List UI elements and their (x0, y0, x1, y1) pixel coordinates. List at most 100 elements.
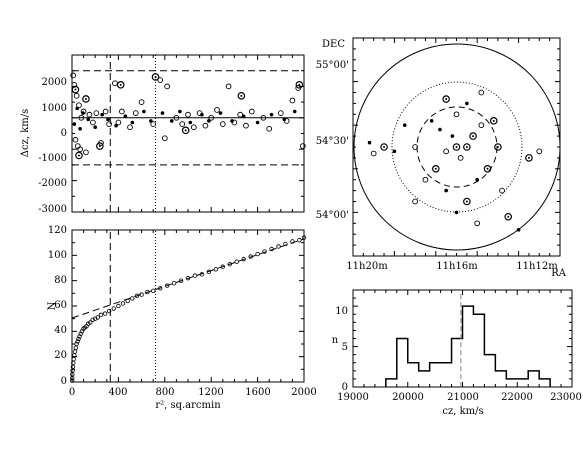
p1-filled-point (106, 117, 110, 122)
p3-ytick-5430: 54°30' (316, 136, 349, 147)
p2-point (69, 378, 75, 383)
p3-bold-point-center (465, 146, 468, 148)
p1-open-point (277, 110, 284, 116)
p2-point (150, 288, 156, 293)
p1-open-point (78, 114, 85, 121)
p1-filled-point (149, 119, 153, 123)
p4-xtick-21000: 21000 (447, 392, 479, 403)
p2-ytick-100: 100 (48, 250, 67, 261)
p1-open-point (70, 72, 77, 79)
p2-point (220, 264, 225, 269)
p1-open-point (90, 119, 96, 126)
p1-bold-point (237, 92, 246, 100)
p2-point (77, 334, 82, 339)
p1-filled-point (86, 117, 91, 122)
p3-open-point (474, 220, 481, 227)
p3-filled-point (475, 177, 480, 182)
p1-bold-point-center (98, 145, 101, 148)
p1-filled-point (292, 109, 297, 114)
p2-point (157, 286, 163, 291)
p3-bold-point-center (445, 98, 448, 101)
p1-open-point (77, 146, 83, 153)
p1-filled-point (188, 120, 193, 125)
p1-open-point (86, 111, 93, 118)
p1-filled-point (241, 114, 246, 119)
p2-point (75, 339, 80, 344)
p2-point (130, 296, 135, 301)
p3-filled-point (429, 119, 434, 123)
p3-open-point (370, 150, 377, 157)
p3-open-point (443, 148, 450, 155)
p1-open-point (202, 122, 209, 129)
p1-filled-point (207, 119, 211, 123)
p1-ytick-2000: 2000 (42, 77, 67, 88)
p1-ylabel: Δcz, km/s (20, 109, 31, 158)
p4-xtick-20000: 20000 (392, 392, 424, 403)
p2-ytick-40: 40 (54, 325, 67, 336)
p4-ytick-5: 5 (342, 342, 348, 353)
p2-ytick-120: 120 (48, 225, 67, 236)
p2-point (276, 244, 281, 249)
p3-ytick-54: 54°00' (316, 210, 349, 221)
p2-xtick-1600: 1600 (245, 387, 270, 398)
p4-xlabel: cz, km/s (442, 406, 483, 417)
histogram-panel: 0 5 10 19000 20000 21000 22000 23000 cz,… (332, 289, 582, 417)
p1-filled-point (178, 109, 182, 114)
p3-open-point (412, 144, 418, 150)
p3-bold-point-center (486, 167, 489, 170)
p2-point (297, 237, 302, 243)
p2-point (164, 283, 170, 288)
p2-point (73, 345, 79, 350)
delta-cz-frame (71, 54, 305, 213)
p1-filled-point (255, 120, 260, 125)
p3-open-point (412, 198, 418, 205)
p1-bold-point (181, 126, 190, 135)
p3-bold-point (431, 165, 440, 173)
p1-filled-point (123, 114, 128, 119)
p1-open-point (219, 121, 226, 127)
p2-ylabel: N (47, 301, 58, 310)
p2-xtick-800: 800 (155, 387, 174, 398)
p4-xtick-22000: 22000 (501, 392, 533, 403)
p3-open-point (453, 111, 460, 118)
p1-ytick-m2000: -2000 (38, 178, 67, 189)
p1-filled-point (93, 125, 97, 130)
p3-filled-point (392, 149, 397, 154)
p2-point (206, 269, 212, 274)
p3-outer-circle (353, 43, 561, 251)
p1-open-point (106, 121, 112, 127)
p4-histogram-steps (385, 305, 551, 387)
p1-open-point (138, 99, 145, 105)
p1-open-point (161, 135, 168, 142)
p1-bold-point (151, 73, 160, 81)
p3-open-point (478, 122, 485, 129)
p1-filled-point (75, 106, 80, 111)
n-vs-r2-panel: 120 100 80 60 40 20 0 0 400 800 1200 160… (47, 225, 317, 411)
p1-ytick-m1000: -1000 (38, 153, 67, 164)
p4-xtick-19000: 19000 (337, 392, 369, 403)
p1-filled-point (100, 112, 104, 117)
p2-point (248, 254, 253, 259)
p2-point (120, 301, 126, 306)
p1-open-point (179, 121, 186, 127)
p1-open-point (185, 111, 191, 118)
p3-filled-point (438, 127, 442, 132)
p2-ytick-60: 60 (54, 300, 67, 311)
p3-bold-point-center (455, 146, 458, 148)
p3-xlabel: RA (551, 268, 567, 279)
p1-filled-point (130, 120, 135, 125)
p2-point (134, 293, 140, 299)
p2-ytick-0: 0 (61, 376, 67, 387)
p2-point (72, 349, 78, 354)
p3-bold-point (463, 197, 471, 206)
p3-dotted-circle (391, 81, 523, 213)
p3-filled-point (367, 140, 372, 145)
p1-open-point (225, 83, 232, 90)
p3-bold-point-center (507, 215, 510, 218)
p3-filled-point (450, 134, 455, 138)
p1-bold-point-center (298, 83, 301, 86)
p1-filled-point (72, 122, 77, 126)
p3-bold-point-center (383, 146, 386, 148)
p1-bold-point (116, 81, 125, 89)
p3-bold-point (489, 117, 498, 125)
